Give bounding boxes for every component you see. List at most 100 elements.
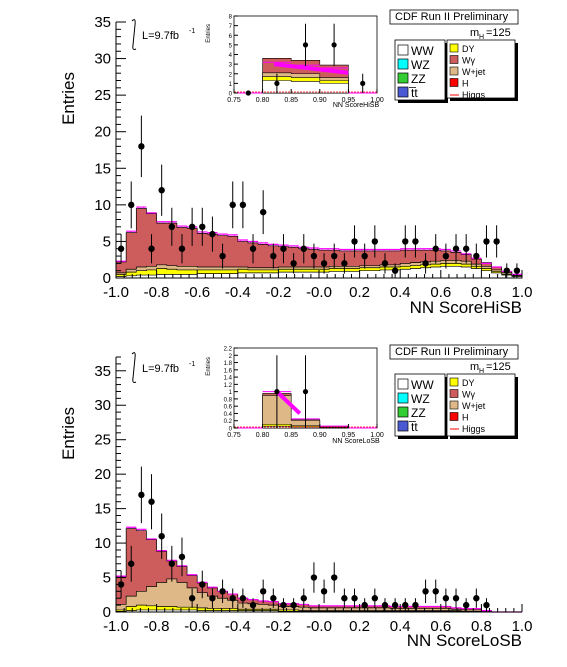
signal-band bbox=[156, 221, 167, 224]
inset-x-tick-label: 0.75 bbox=[227, 97, 241, 104]
x-tick-label: 0.6 bbox=[430, 284, 451, 301]
lumi-exponent: -1 bbox=[189, 361, 195, 368]
signal-band bbox=[339, 249, 350, 251]
signal-band bbox=[237, 239, 248, 242]
y-tick-label: 10 bbox=[94, 535, 111, 552]
y-tick-label: 10 bbox=[94, 197, 111, 214]
x-tick-label: -0.4 bbox=[225, 284, 251, 301]
data-point bbox=[168, 560, 176, 567]
inset-signal-line bbox=[275, 390, 302, 415]
data-point bbox=[371, 595, 379, 602]
legend-label: Higgs bbox=[462, 424, 486, 434]
y-tick-label: 5 bbox=[103, 570, 111, 587]
integral-sign bbox=[131, 352, 137, 383]
data-point bbox=[259, 208, 267, 216]
data-point bbox=[188, 223, 196, 230]
inset-y-label: Entries bbox=[206, 357, 212, 376]
inset-x-label: NN ScoreHiSB bbox=[333, 102, 380, 109]
inset-x-tick-label: 0.95 bbox=[342, 432, 356, 439]
inset-x-tick-label: 1.00 bbox=[370, 97, 384, 104]
legend-label: W+jet bbox=[462, 67, 486, 77]
inset-y-tick-label: 2 bbox=[229, 72, 233, 78]
data-point bbox=[280, 245, 287, 252]
data-point bbox=[158, 187, 165, 194]
y-tick-label: 20 bbox=[94, 124, 111, 141]
legend-swatch bbox=[449, 412, 459, 421]
x-tick-label: -0.2 bbox=[265, 618, 291, 635]
data-point bbox=[483, 601, 490, 609]
legend-label: t̅t bbox=[409, 86, 419, 100]
legend-swatch bbox=[397, 406, 409, 418]
legend-label: Higgs bbox=[462, 90, 486, 100]
data-point bbox=[239, 595, 247, 602]
data-point bbox=[138, 143, 145, 150]
legend-label: WZ bbox=[411, 58, 430, 72]
x-tick-label: -1.0 bbox=[103, 284, 129, 301]
legend-label: t̅t bbox=[409, 420, 419, 434]
x-tick-label: -0.0 bbox=[306, 284, 332, 301]
y-tick-label: 30 bbox=[94, 397, 111, 414]
inset-data-point bbox=[245, 90, 251, 96]
legend-swatch bbox=[397, 72, 409, 84]
data-point bbox=[178, 245, 186, 252]
data-point bbox=[259, 588, 267, 595]
inset-y-label: Entries bbox=[206, 24, 212, 43]
x-tick-label: -0.4 bbox=[225, 618, 251, 635]
inset-y-tick-label: 0 bbox=[229, 92, 233, 98]
signal-band bbox=[126, 231, 137, 233]
data-point bbox=[483, 238, 490, 245]
legend-label: H bbox=[462, 79, 469, 89]
inset-signal-line bbox=[273, 62, 349, 75]
inset-y-tick-label: 2 bbox=[229, 354, 233, 360]
inset-y-tick-label: 6 bbox=[229, 34, 233, 40]
inset-y-tick-label: 0.8 bbox=[224, 397, 233, 403]
mass-label: m bbox=[470, 27, 479, 39]
inset-y-tick-label: 0.4 bbox=[224, 412, 233, 418]
y-tick-label: 30 bbox=[94, 51, 111, 68]
data-point bbox=[168, 223, 176, 230]
y-tick-label: 15 bbox=[94, 501, 111, 518]
data-point bbox=[320, 588, 328, 595]
inset-plot: 0.75 0.80 0.85 0.90 0.95 1.00 0 1 2 3 4 5 6 7 8 NN Scor… bbox=[206, 15, 384, 110]
inset-y-tick-label: 4 bbox=[229, 53, 233, 59]
data-point bbox=[219, 588, 226, 595]
data-point bbox=[178, 553, 186, 561]
data-point bbox=[351, 238, 358, 245]
x-tick-label: -0.0 bbox=[306, 618, 332, 635]
inset-data-point bbox=[274, 80, 280, 86]
signal-band bbox=[319, 248, 330, 251]
x-tick-label: -0.6 bbox=[184, 284, 210, 301]
x-tick-label: 0.4 bbox=[390, 284, 411, 301]
legend-swatch bbox=[397, 392, 409, 404]
x-tick-label: 0.6 bbox=[430, 618, 451, 635]
inset-y-tick-label: 8 bbox=[229, 15, 233, 21]
x-axis-label: NN ScoreLoSB bbox=[407, 631, 522, 650]
data-point bbox=[462, 601, 470, 609]
legend-label: Wγ bbox=[462, 390, 475, 400]
legend-label: Wγ bbox=[462, 56, 475, 66]
lumi-label: L=9.7fb bbox=[142, 363, 179, 375]
inset-y-tick-label: 0.6 bbox=[224, 405, 233, 411]
x-tick-label: -1.0 bbox=[103, 618, 129, 635]
mass-subscript: H bbox=[479, 368, 484, 375]
data-point bbox=[148, 245, 155, 252]
data-point bbox=[249, 245, 257, 252]
inset-y-tick-label: 3 bbox=[229, 63, 233, 69]
y-tick-label: 20 bbox=[94, 466, 111, 483]
legend-swatch bbox=[449, 389, 459, 398]
inset-y-tick-label: 0 bbox=[229, 427, 233, 433]
inset-x-tick-label: 1.00 bbox=[370, 432, 384, 439]
legend-swatch bbox=[397, 420, 409, 432]
data-point bbox=[513, 267, 521, 274]
inset-y-tick-label: 1 bbox=[229, 82, 233, 88]
data-point bbox=[290, 601, 297, 609]
data-point bbox=[128, 560, 135, 567]
inset-x-tick-label: 0.95 bbox=[342, 97, 356, 104]
legend-label: W+jet bbox=[462, 401, 486, 411]
x-tick-label: -0.6 bbox=[184, 618, 210, 635]
data-point bbox=[422, 260, 429, 267]
inset-data-point bbox=[331, 42, 337, 48]
legend-swatch bbox=[397, 44, 409, 56]
legend-swatch bbox=[449, 43, 459, 53]
